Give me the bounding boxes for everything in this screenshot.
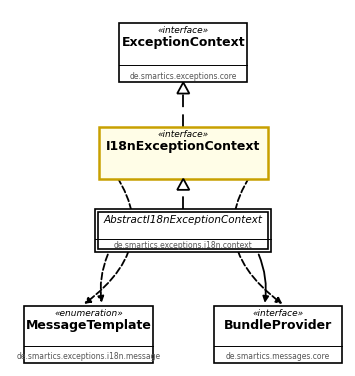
Text: de.smartics.exceptions.i18n.context: de.smartics.exceptions.i18n.context xyxy=(114,241,253,250)
Text: BundleProvider: BundleProvider xyxy=(224,319,332,332)
Text: «enumeration»: «enumeration» xyxy=(54,309,123,318)
FancyBboxPatch shape xyxy=(24,306,153,363)
FancyBboxPatch shape xyxy=(95,209,271,252)
Text: MessageTemplate: MessageTemplate xyxy=(26,319,152,332)
Text: ExceptionContext: ExceptionContext xyxy=(121,36,245,50)
Text: «interface»: «interface» xyxy=(158,130,209,139)
Text: de.smartics.exceptions.core: de.smartics.exceptions.core xyxy=(130,71,237,80)
Text: de.smartics.messages.core: de.smartics.messages.core xyxy=(226,352,330,361)
FancyBboxPatch shape xyxy=(99,127,268,179)
Text: de.smartics.exceptions.i18n.message: de.smartics.exceptions.i18n.message xyxy=(17,352,161,361)
Text: «interface»: «interface» xyxy=(252,309,304,318)
Polygon shape xyxy=(177,179,189,190)
FancyBboxPatch shape xyxy=(119,23,247,82)
Text: AbstractI18nExceptionContext: AbstractI18nExceptionContext xyxy=(104,215,263,225)
Text: I18nExceptionContext: I18nExceptionContext xyxy=(106,140,261,153)
Polygon shape xyxy=(177,82,189,94)
Text: «interface»: «interface» xyxy=(158,26,209,35)
FancyBboxPatch shape xyxy=(214,306,342,363)
